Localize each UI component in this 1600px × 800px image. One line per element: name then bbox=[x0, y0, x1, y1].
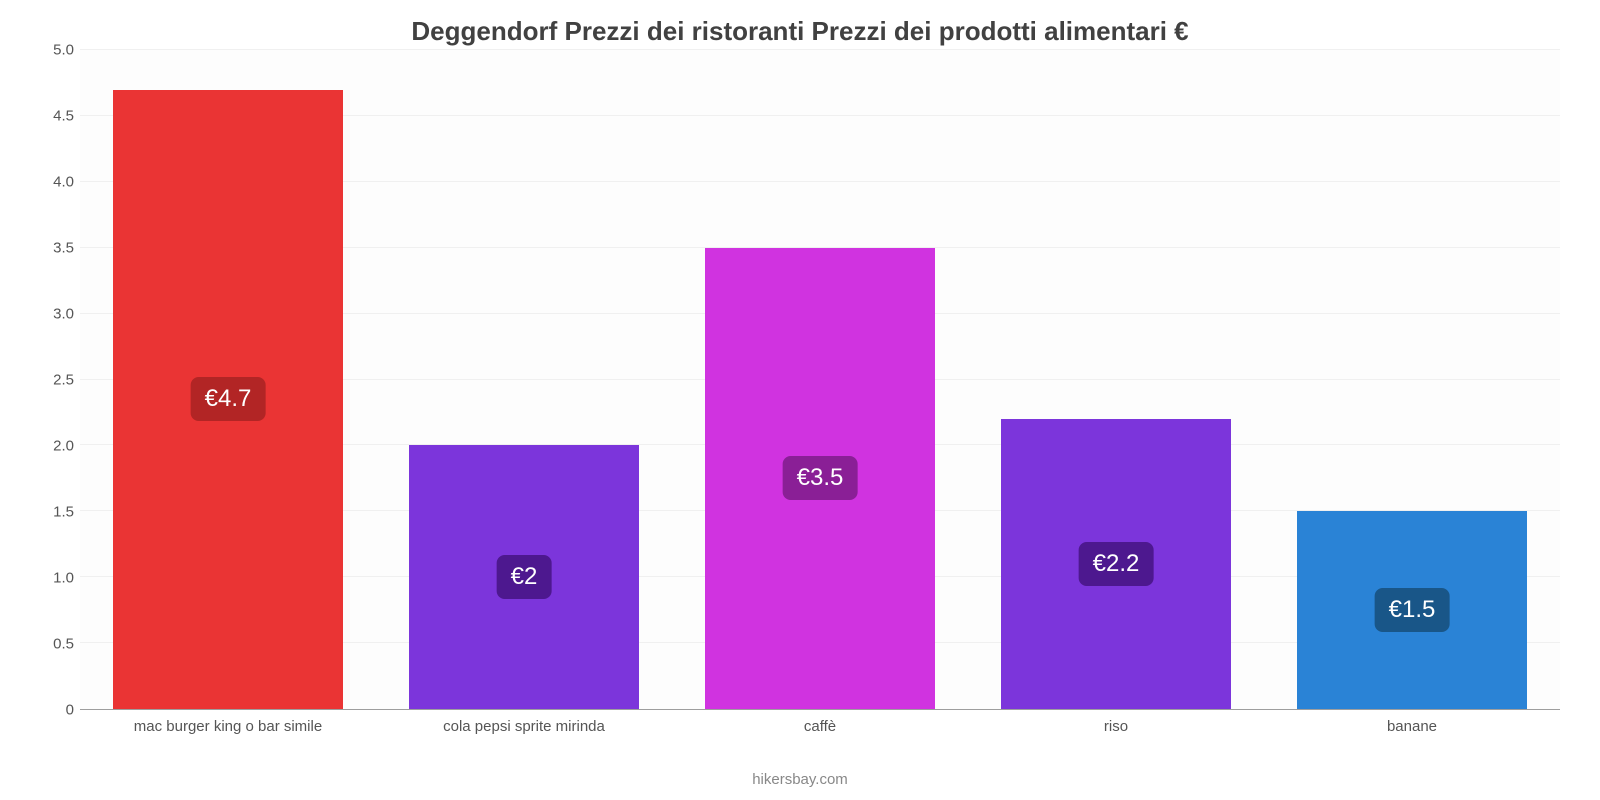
bar-banane: €1.5 bbox=[1297, 511, 1528, 709]
bar-slot: €4.7 bbox=[80, 50, 376, 709]
bar-cola: €2 bbox=[409, 445, 640, 709]
ytick-label: 3.0 bbox=[40, 306, 74, 323]
ytick-label: 5.0 bbox=[40, 42, 74, 59]
xlabel: riso bbox=[968, 712, 1264, 740]
bar-slot: €2 bbox=[376, 50, 672, 709]
bar-caffe: €3.5 bbox=[705, 248, 936, 709]
value-label: €4.7 bbox=[191, 377, 266, 421]
value-label: €2.2 bbox=[1079, 542, 1154, 586]
xlabel: mac burger king o bar simile bbox=[80, 712, 376, 740]
plot-area: €4.7 €2 €3.5 €2.2 €1.5 bbox=[80, 50, 1560, 710]
value-label: €2 bbox=[497, 555, 552, 599]
ytick-label: 2.5 bbox=[40, 372, 74, 389]
ytick-label: 0 bbox=[40, 702, 74, 719]
value-label: €1.5 bbox=[1375, 588, 1450, 632]
bar-mac-burger: €4.7 bbox=[113, 90, 344, 709]
bar-slot: €2.2 bbox=[968, 50, 1264, 709]
value-label: €3.5 bbox=[783, 456, 858, 500]
ytick-label: 1.0 bbox=[40, 570, 74, 587]
ytick-label: 0.5 bbox=[40, 636, 74, 653]
chart-title: Deggendorf Prezzi dei ristoranti Prezzi … bbox=[0, 0, 1600, 47]
bars-container: €4.7 €2 €3.5 €2.2 €1.5 bbox=[80, 50, 1560, 709]
bar-slot: €1.5 bbox=[1264, 50, 1560, 709]
bar-riso: €2.2 bbox=[1001, 419, 1232, 709]
ytick-label: 2.0 bbox=[40, 438, 74, 455]
ytick-label: 4.0 bbox=[40, 174, 74, 191]
chart-area: €4.7 €2 €3.5 €2.2 €1.5 bbox=[40, 50, 1560, 740]
ytick-label: 3.5 bbox=[40, 240, 74, 257]
xlabel: banane bbox=[1264, 712, 1560, 740]
xlabel: caffè bbox=[672, 712, 968, 740]
source-text: hikersbay.com bbox=[0, 771, 1600, 788]
xlabel: cola pepsi sprite mirinda bbox=[376, 712, 672, 740]
ytick-label: 4.5 bbox=[40, 108, 74, 125]
bar-slot: €3.5 bbox=[672, 50, 968, 709]
x-axis-labels: mac burger king o bar simile cola pepsi … bbox=[80, 712, 1560, 740]
ytick-label: 1.5 bbox=[40, 504, 74, 521]
